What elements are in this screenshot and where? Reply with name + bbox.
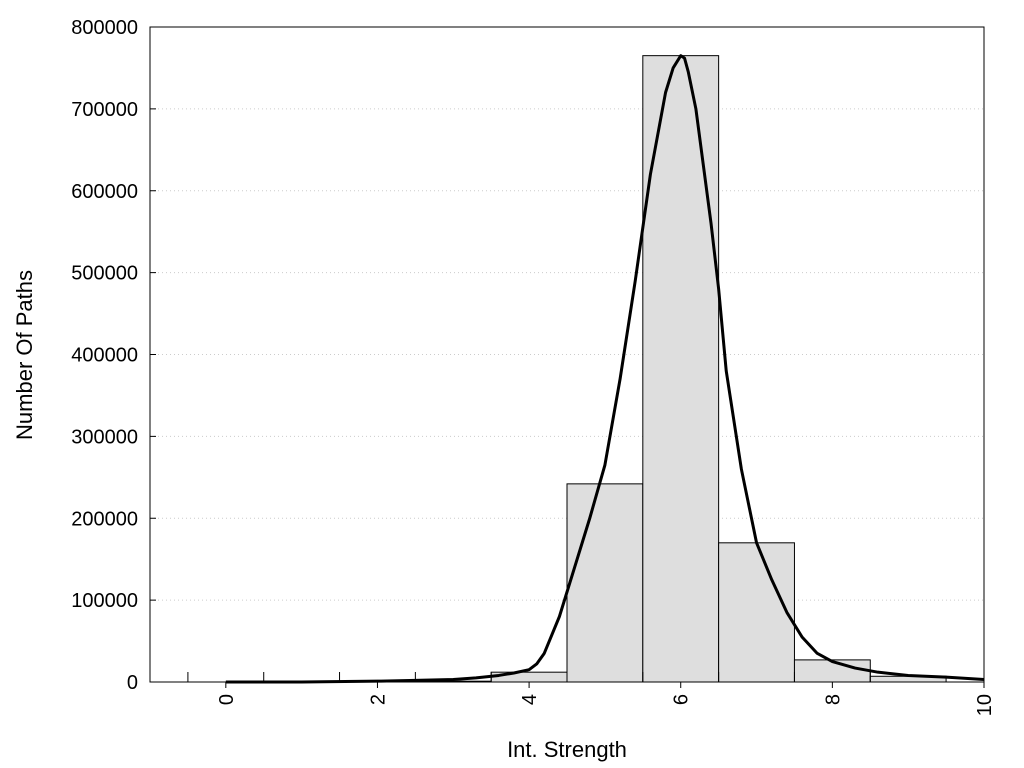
x-tick-label: 0 [216, 694, 238, 705]
bar-6 [642, 55, 720, 683]
y-tick-label: 500000 [71, 263, 138, 285]
y-tick-label: 400000 [71, 345, 138, 367]
x-tick-label: 6 [671, 694, 693, 705]
x-axis-ticks: 0 2 4 6 8 10 [216, 682, 996, 716]
bar-5 [566, 483, 644, 683]
x-tick-label: 2 [367, 694, 389, 705]
y-tick-label: 300000 [71, 426, 138, 448]
x-tick-label: 10 [974, 694, 996, 716]
y-tick-label: 600000 [71, 181, 138, 203]
y-tick-label: 800000 [71, 17, 138, 39]
x-axis-title: Int. Strength [507, 737, 627, 762]
y-tick-label: 200000 [71, 508, 138, 530]
bar-7 [718, 542, 795, 683]
x-tick-label: 8 [822, 694, 844, 705]
bar-8 [793, 659, 871, 683]
y-axis-title: Number Of Paths [12, 270, 37, 440]
fit-curve [225, 54, 985, 684]
y-tick-label: 700000 [71, 99, 138, 121]
y-tick-label: 100000 [71, 590, 138, 612]
y-axis-ticks: 0 100000 200000 300000 400000 500000 600000 700… [71, 17, 156, 694]
fit-curve-line [225, 54, 985, 684]
y-tick-label: 0 [127, 672, 138, 694]
bars [187, 55, 947, 683]
x-tick-label: 4 [519, 694, 541, 705]
